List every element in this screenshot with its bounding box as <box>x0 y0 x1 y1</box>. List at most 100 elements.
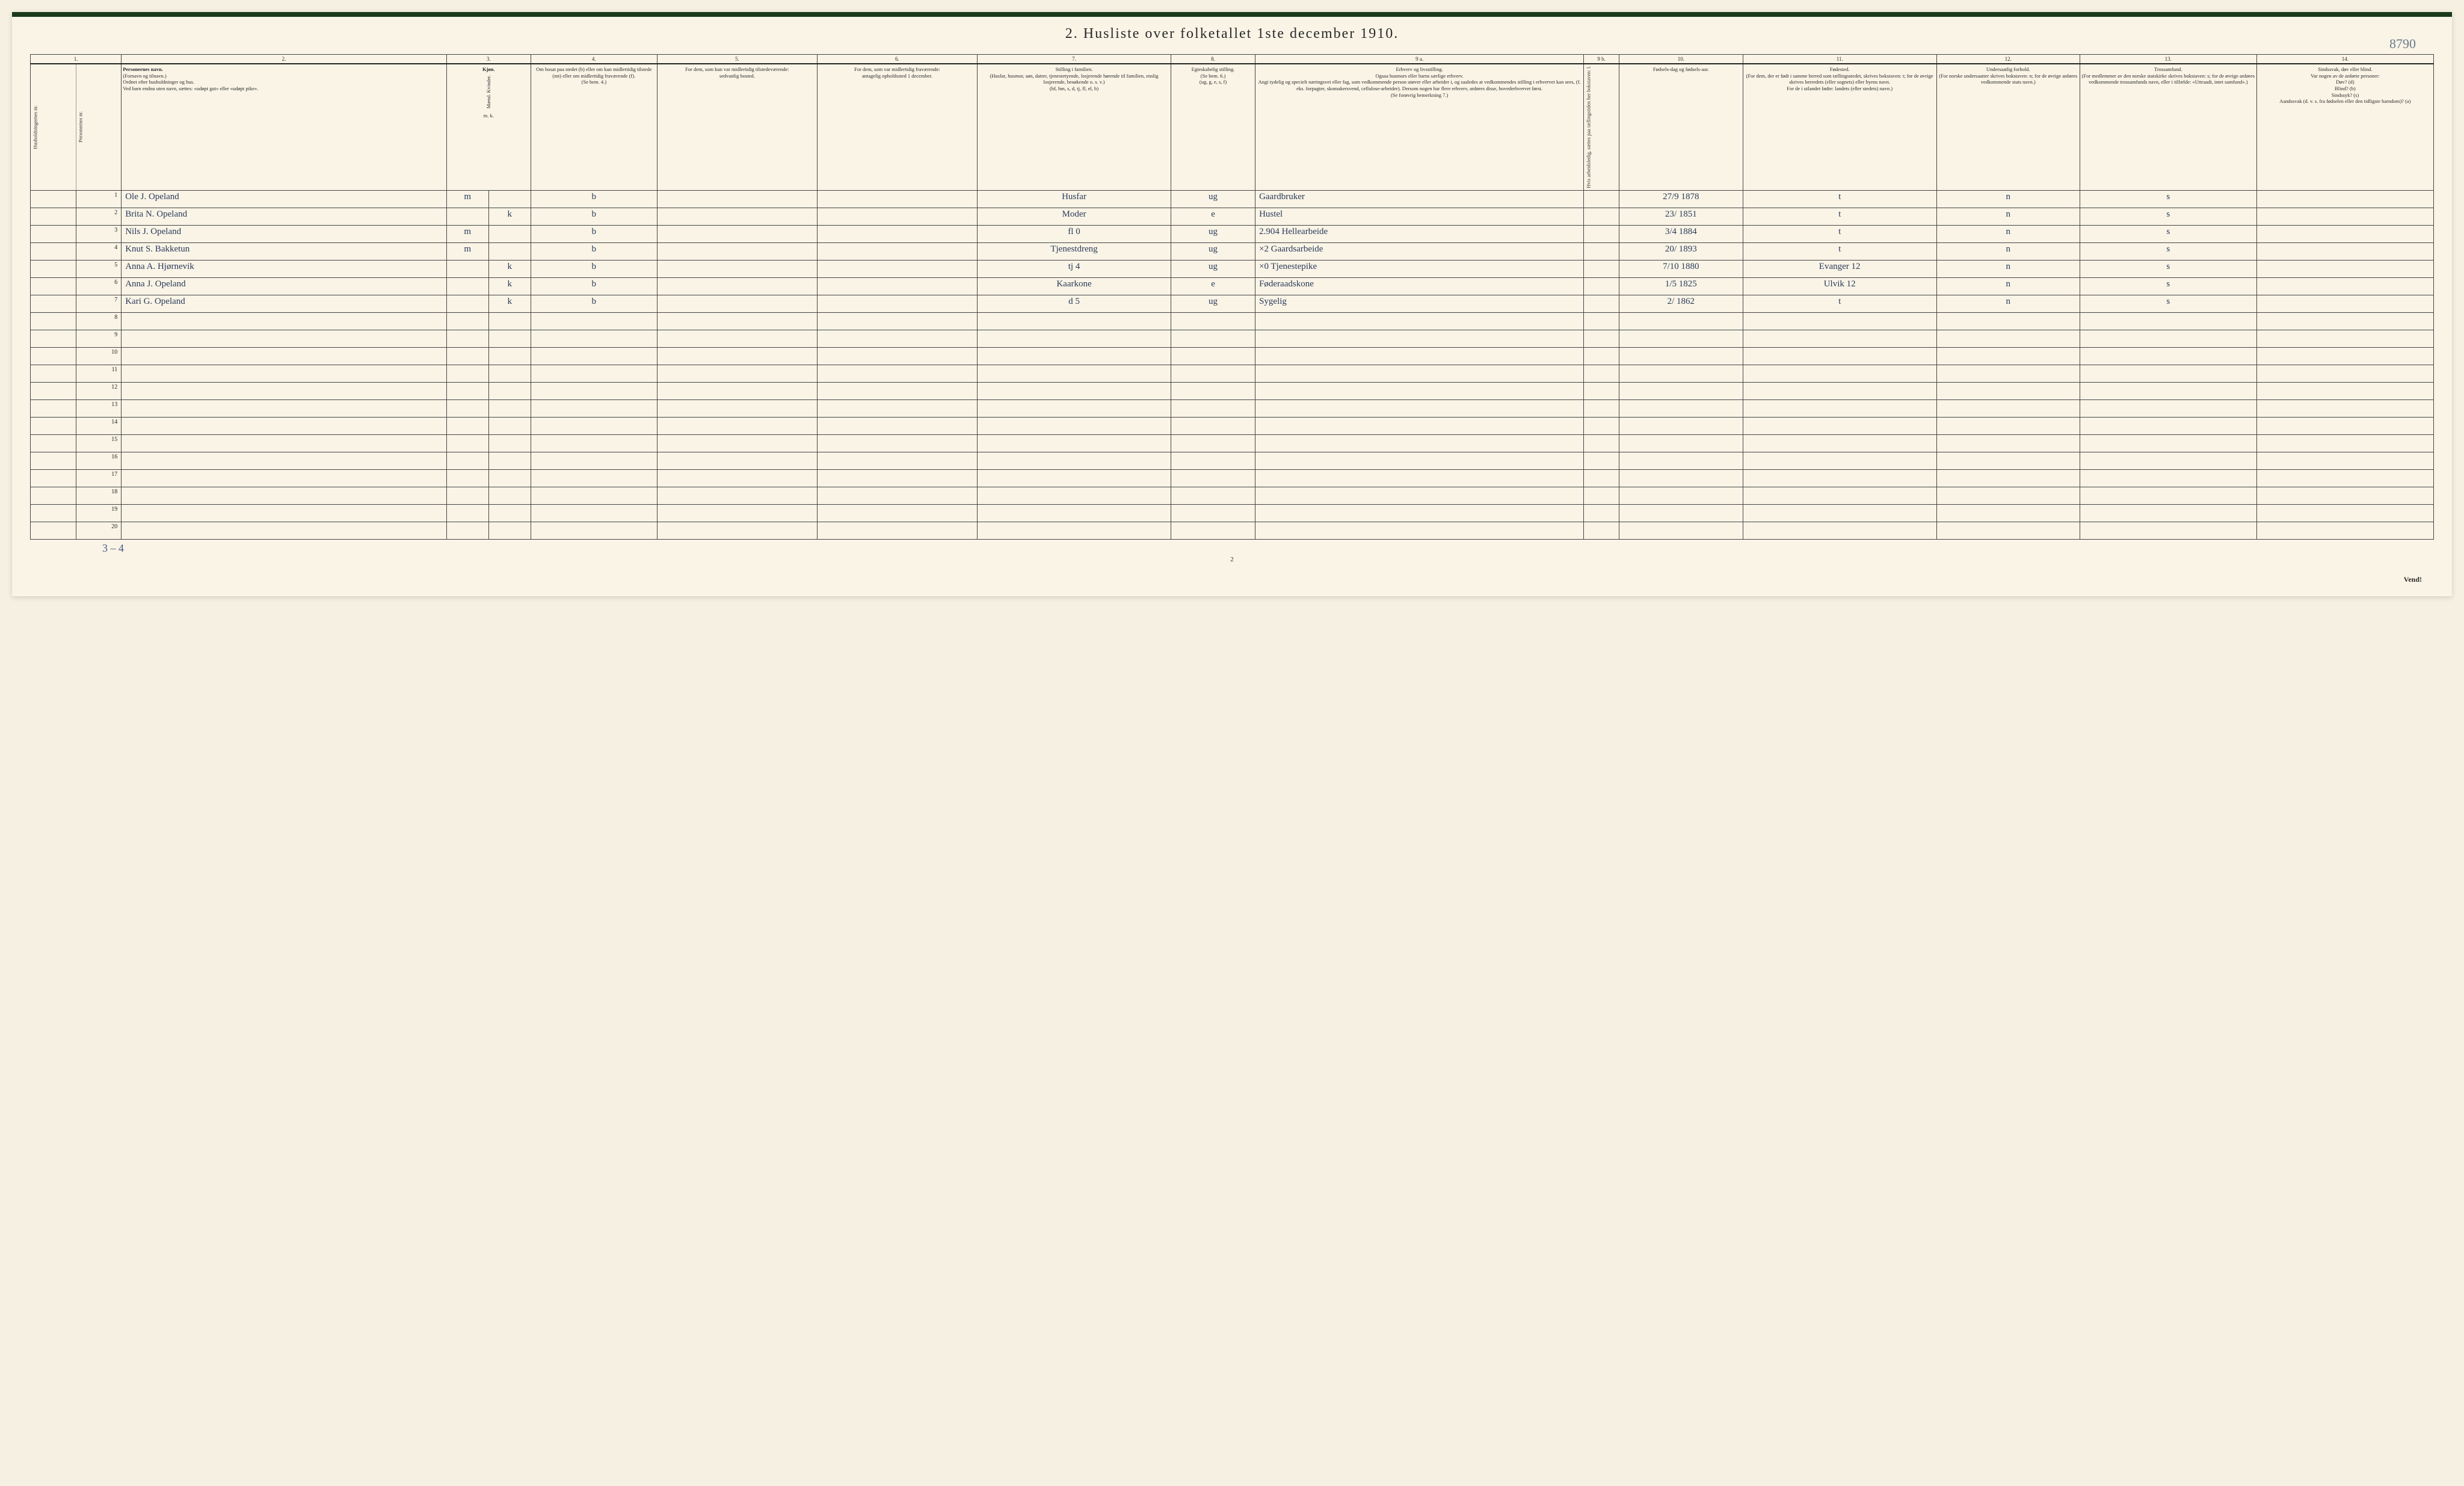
cell-absent-location <box>817 261 977 278</box>
cell-name: Nils J. Opeland <box>122 226 447 243</box>
cell-nationality: n <box>1936 278 2080 295</box>
cell-empty <box>1584 365 1619 383</box>
cell-empty <box>817 505 977 522</box>
cell-marital: ug <box>1171 295 1255 313</box>
cell-empty <box>817 435 977 452</box>
cell-empty <box>2256 383 2433 400</box>
cell-empty <box>122 313 447 330</box>
cell-empty <box>1619 435 1743 452</box>
cell-empty <box>1255 452 1584 470</box>
cell-religion: s <box>2080 191 2256 208</box>
cell-empty <box>817 487 977 505</box>
hdr-usual-residence: For dem, som kun var midlertidig tilsted… <box>657 64 817 191</box>
cell-empty <box>488 470 531 487</box>
cell-empty <box>531 383 657 400</box>
cell-empty <box>1584 505 1619 522</box>
cell-empty <box>531 418 657 435</box>
cell-person-nr: 11 <box>76 365 122 383</box>
cell-person-nr: 16 <box>76 452 122 470</box>
cell-empty <box>488 330 531 348</box>
cell-empty <box>122 418 447 435</box>
cell-empty <box>1171 470 1255 487</box>
cell-sex-k: k <box>488 261 531 278</box>
cell-empty <box>977 348 1171 365</box>
cell-empty <box>817 470 977 487</box>
cell-empty <box>657 313 817 330</box>
cell-person-nr: 13 <box>76 400 122 418</box>
cell-nationality: n <box>1936 226 2080 243</box>
cell-household <box>31 295 76 313</box>
cell-unemployed <box>1584 226 1619 243</box>
colnum-13: 13. <box>2080 55 2256 64</box>
cell-household <box>31 418 76 435</box>
cell-empty <box>977 452 1171 470</box>
cell-birthdate: 3/4 1884 <box>1619 226 1743 243</box>
cell-empty <box>657 400 817 418</box>
colnum-3: 3. <box>446 55 531 64</box>
cell-empty <box>2256 435 2433 452</box>
cell-unemployed <box>1584 261 1619 278</box>
table-row-empty: 20 <box>31 522 2434 540</box>
cell-empty <box>488 435 531 452</box>
cell-unemployed <box>1584 295 1619 313</box>
cell-empty <box>2080 452 2256 470</box>
cell-absent-location <box>817 226 977 243</box>
cell-empty <box>657 470 817 487</box>
cell-empty <box>1743 365 1936 383</box>
cell-birthdate: 27/9 1878 <box>1619 191 1743 208</box>
hdr-name: Personernes navn. (Fornavn og tilnavn.) … <box>122 64 447 191</box>
cell-empty <box>1171 330 1255 348</box>
table-row-empty: 15 <box>31 435 2434 452</box>
cell-usual-residence <box>657 243 817 261</box>
census-page: 8790 2. Husliste over folketallet 1ste d… <box>12 12 2452 596</box>
cell-person-nr: 14 <box>76 418 122 435</box>
cell-household <box>31 261 76 278</box>
cell-person-nr: 9 <box>76 330 122 348</box>
cell-person-nr: 3 <box>76 226 122 243</box>
cell-household <box>31 435 76 452</box>
cell-empty <box>657 487 817 505</box>
cell-empty <box>1584 330 1619 348</box>
cell-birthplace: t <box>1743 191 1936 208</box>
cell-empty <box>1936 313 2080 330</box>
table-row-empty: 19 <box>31 505 2434 522</box>
cell-empty <box>2080 522 2256 540</box>
cell-empty <box>1584 348 1619 365</box>
cell-absent-location <box>817 208 977 226</box>
cell-person-nr: 7 <box>76 295 122 313</box>
cell-empty <box>1171 435 1255 452</box>
cell-empty <box>657 365 817 383</box>
cell-name: Kari G. Opeland <box>122 295 447 313</box>
cell-empty <box>2080 383 2256 400</box>
cell-residence: b <box>531 243 657 261</box>
cell-family-position: fl 0 <box>977 226 1171 243</box>
cell-empty <box>488 365 531 383</box>
cell-empty <box>2256 522 2433 540</box>
cell-empty <box>1584 470 1619 487</box>
cell-sex-m: m <box>446 243 488 261</box>
cell-empty <box>1619 365 1743 383</box>
cell-empty <box>1743 435 1936 452</box>
cell-household <box>31 278 76 295</box>
cell-empty <box>1171 418 1255 435</box>
cell-birthplace: t <box>1743 226 1936 243</box>
cell-unemployed <box>1584 208 1619 226</box>
cell-usual-residence <box>657 295 817 313</box>
cell-empty <box>488 418 531 435</box>
cell-empty <box>122 435 447 452</box>
cell-sex-k <box>488 243 531 261</box>
hdr-sex-mk: m. k. <box>448 113 529 119</box>
colnum-5: 5. <box>657 55 817 64</box>
cell-religion: s <box>2080 278 2256 295</box>
cell-empty <box>1743 348 1936 365</box>
cell-empty <box>977 365 1171 383</box>
colnum-2: 2. <box>122 55 447 64</box>
cell-empty <box>1171 313 1255 330</box>
cell-empty <box>657 383 817 400</box>
cell-empty <box>1619 470 1743 487</box>
hdr-birthplace: Fødested. (For dem, der er født i samme … <box>1743 64 1936 191</box>
cell-empty <box>446 505 488 522</box>
cell-empty <box>1619 418 1743 435</box>
cell-empty <box>817 330 977 348</box>
cell-empty <box>657 330 817 348</box>
